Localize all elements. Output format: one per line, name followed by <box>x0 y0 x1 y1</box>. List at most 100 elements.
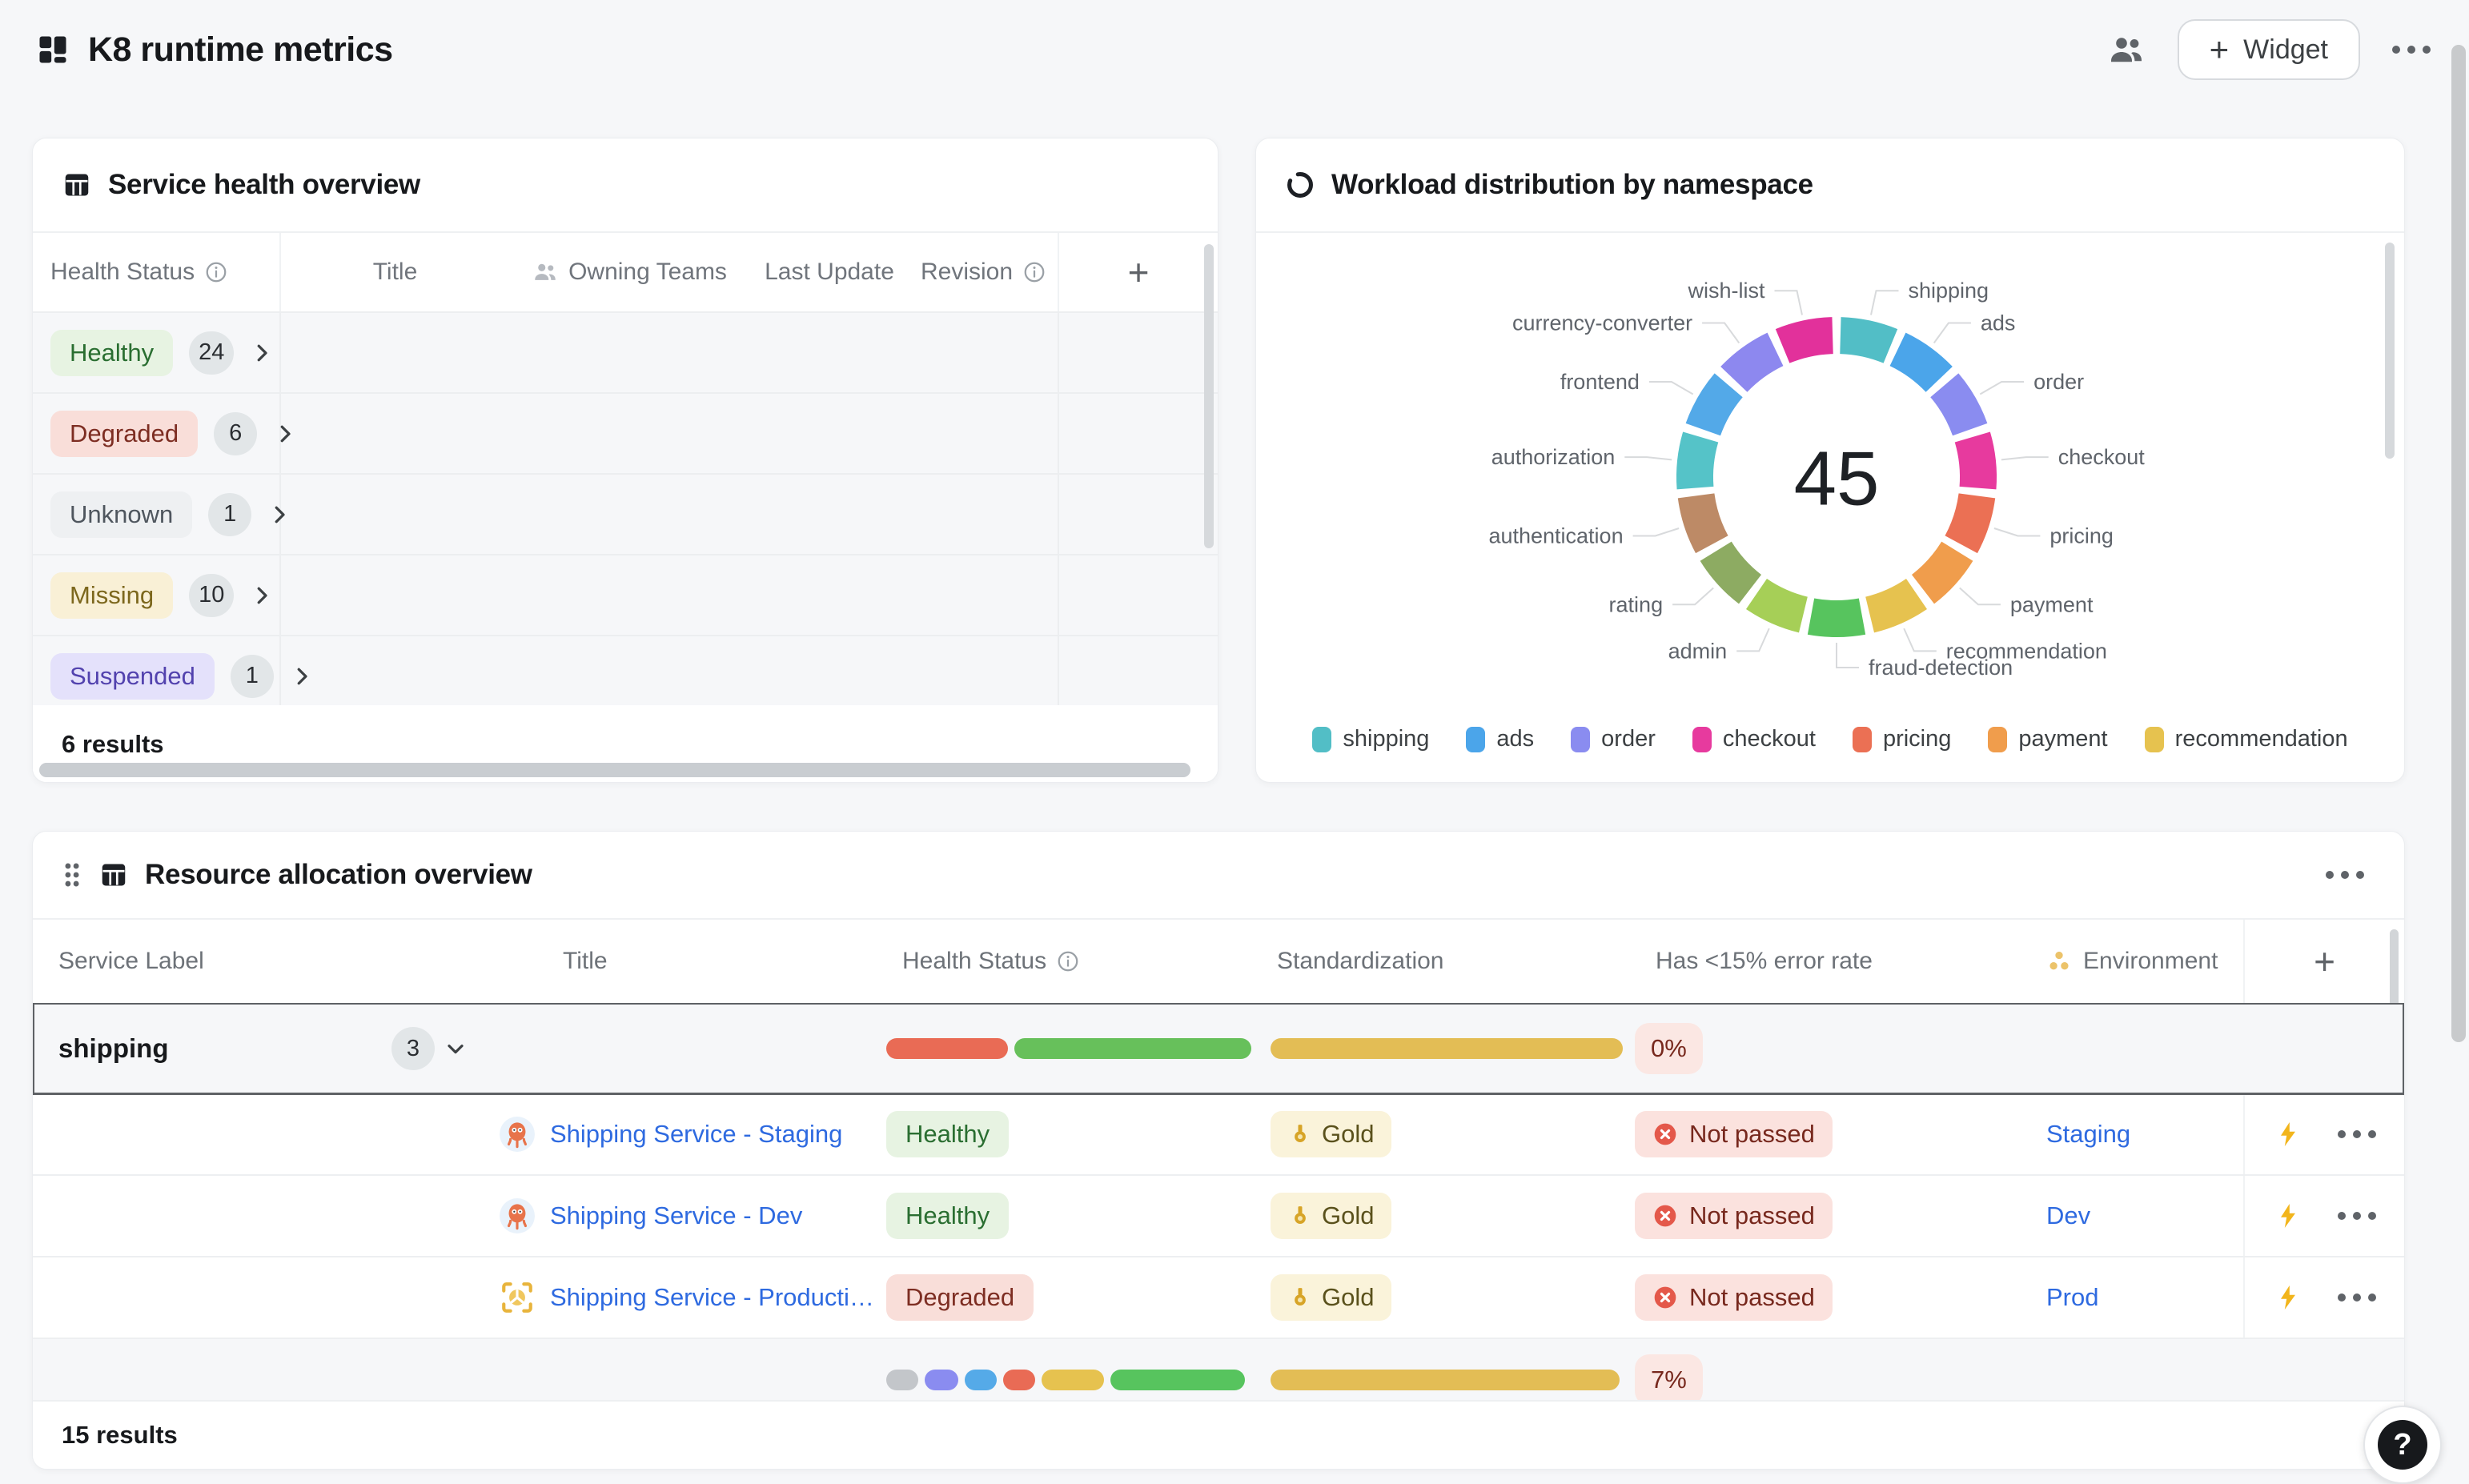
legend-item-pricing[interactable]: pricing <box>1852 726 1952 752</box>
label-connector <box>1624 456 1672 461</box>
workload-card: Workload distribution by namespace shipp… <box>1255 138 2405 783</box>
add-column-button[interactable]: + <box>2243 920 2404 1003</box>
lightning-icon[interactable] <box>2274 1283 2302 1312</box>
chevron-down-icon[interactable] <box>443 1036 468 1061</box>
row-menu-button[interactable] <box>2337 1293 2376 1302</box>
legend-label: order <box>1601 726 1656 752</box>
page-menu-button[interactable] <box>2392 46 2431 54</box>
add-column-button[interactable]: + <box>1058 233 1218 311</box>
error-rate-label: Not passed <box>1689 1283 1815 1311</box>
table-cell-empty <box>509 475 749 554</box>
add-widget-button[interactable]: + Widget <box>2177 19 2360 80</box>
table-cell-empty <box>33 1094 489 1174</box>
table-row[interactable]: Unknown 1 <box>33 475 1218 555</box>
info-icon[interactable] <box>1056 949 1080 973</box>
legend-label: pricing <box>1882 726 1952 752</box>
standardization-badge: Gold <box>1271 1274 1392 1321</box>
donut-segment-pricing[interactable] <box>1945 492 1996 554</box>
donut-segment-fraud-detection[interactable] <box>1807 598 1866 638</box>
chevron-right-icon[interactable] <box>273 422 297 446</box>
top-bar: K8 runtime metrics + Widget <box>35 14 2431 85</box>
scan-avatar-icon <box>499 1279 536 1316</box>
chevron-right-icon[interactable] <box>250 584 274 608</box>
status-badge: Healthy <box>50 329 174 376</box>
donut-segment-shipping[interactable] <box>1839 317 1898 363</box>
donut-segment-authentication[interactable] <box>1677 492 1728 554</box>
environment-link[interactable]: Prod <box>2046 1283 2099 1311</box>
column-header-last-update: Last Update <box>765 259 894 285</box>
info-icon[interactable] <box>204 260 228 284</box>
environment-link[interactable]: Dev <box>2046 1201 2091 1229</box>
bar-segment <box>1003 1370 1035 1390</box>
table-cell-empty <box>1058 555 1218 635</box>
group-row-shipping[interactable]: shipping 3 0% <box>33 1003 2404 1095</box>
table-cell-empty <box>749 475 909 554</box>
table-row[interactable]: Missing 10 <box>33 555 1218 636</box>
table-row[interactable]: Shipping Service - Staging Healthy Gold Not… <box>33 1094 2404 1176</box>
table-cell-empty <box>1058 394 1218 473</box>
label-connector <box>1632 527 1680 537</box>
medal-icon <box>1288 1122 1312 1146</box>
health-status-badge: Degraded <box>886 1274 1034 1321</box>
card-menu-button[interactable] <box>2326 871 2375 879</box>
donut-segment-payment[interactable] <box>1911 541 1973 604</box>
table-row[interactable]: Shipping Service - Dev Healthy Gold Not pas… <box>33 1176 2404 1257</box>
vertical-scrollbar[interactable] <box>1204 244 1214 548</box>
chevron-right-icon[interactable] <box>267 503 291 527</box>
help-button[interactable]: ? <box>2363 1406 2442 1484</box>
legend-item-checkout[interactable]: checkout <box>1692 726 1816 752</box>
lightning-icon[interactable] <box>2274 1201 2302 1230</box>
tier-label: Gold <box>1322 1201 1375 1229</box>
drag-handle-icon[interactable] <box>62 861 82 888</box>
donut-segment-admin[interactable] <box>1746 578 1809 633</box>
donut-segment-recommendation[interactable] <box>1865 578 1927 633</box>
legend-item-recommendation[interactable]: recommendation <box>2144 726 2348 752</box>
group-standardization-bar <box>1271 1003 1635 1094</box>
service-title-link[interactable]: Shipping Service - Staging <box>550 1120 843 1148</box>
legend-item-order[interactable]: order <box>1571 726 1656 752</box>
vertical-scrollbar[interactable] <box>2385 243 2395 459</box>
horizontal-scrollbar[interactable] <box>39 763 1190 777</box>
group-row-partial[interactable]: 7% <box>33 1339 2404 1400</box>
donut-segment-frontend[interactable] <box>1685 373 1744 436</box>
donut-segment-checkout[interactable] <box>1954 431 1997 490</box>
table-row[interactable]: Suspended 1 <box>33 636 1218 705</box>
lightning-icon[interactable] <box>2274 1120 2302 1149</box>
donut-segment-rating[interactable] <box>1700 541 1762 604</box>
service-title-link[interactable]: Shipping Service - Dev <box>550 1201 803 1229</box>
label-connector <box>1959 587 2001 606</box>
standardization-badge: Gold <box>1271 1111 1392 1157</box>
label-connector <box>1672 587 1714 606</box>
row-menu-button[interactable] <box>2337 1212 2376 1220</box>
error-rate-badge: Not passed <box>1635 1193 1833 1239</box>
donut-segment-currency-converter[interactable] <box>1720 332 1784 393</box>
status-badge: Unknown <box>50 491 193 538</box>
error-rate-label: Not passed <box>1689 1120 1815 1148</box>
donut-segment-authorization[interactable] <box>1676 431 1719 490</box>
legend-swatch <box>1312 726 1332 752</box>
resource-rows-area: shipping 3 0% Shipping Service - Staging… <box>33 1003 2404 1400</box>
table-row[interactable]: Degraded 6 <box>33 394 1218 475</box>
donut-segment-ads[interactable] <box>1889 332 1953 393</box>
page-scrollbar[interactable] <box>2451 45 2466 1042</box>
share-users-button[interactable] <box>2107 30 2146 69</box>
error-rate-badge: Not passed <box>1635 1274 1833 1321</box>
legend-item-ads[interactable]: ads <box>1466 726 1534 752</box>
donut-segment-wish-list[interactable] <box>1775 317 1834 363</box>
x-circle-icon <box>1652 1285 1678 1310</box>
legend-item-payment[interactable]: payment <box>1988 726 2108 752</box>
row-menu-button[interactable] <box>2337 1130 2376 1138</box>
workload-titlebar: Workload distribution by namespace <box>1256 138 2404 233</box>
legend-item-shipping[interactable]: shipping <box>1312 726 1429 752</box>
service-title-link[interactable]: Shipping Service - Producti… <box>550 1283 874 1311</box>
label-connector <box>1870 290 1899 315</box>
chevron-right-icon[interactable] <box>250 341 274 365</box>
environment-link[interactable]: Staging <box>2046 1120 2131 1148</box>
donut-segment-order[interactable] <box>1929 373 1988 436</box>
vertical-scrollbar[interactable] <box>2390 929 2399 1067</box>
table-icon <box>62 170 92 200</box>
table-row[interactable]: Shipping Service - Producti… Degraded Gold… <box>33 1257 2404 1339</box>
table-row[interactable]: Healthy 24 <box>33 313 1218 394</box>
chevron-right-icon[interactable] <box>290 664 314 688</box>
info-icon[interactable] <box>1022 260 1046 284</box>
